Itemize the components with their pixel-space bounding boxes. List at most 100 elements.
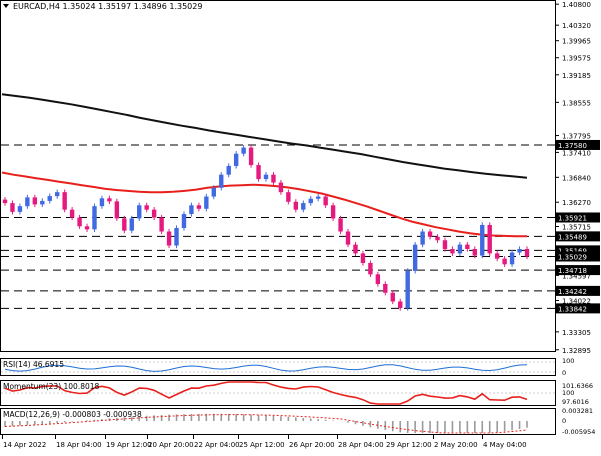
candle[interactable]: [263, 172, 269, 182]
candle[interactable]: [129, 215, 134, 234]
candle[interactable]: [137, 202, 142, 222]
candle[interactable]: [166, 228, 172, 249]
candle[interactable]: [390, 290, 395, 305]
candle[interactable]: [181, 211, 187, 231]
candle[interactable]: [233, 151, 239, 169]
time-axis-label: 2 May 20:00: [434, 441, 478, 449]
candle[interactable]: [99, 195, 105, 209]
momentum-axis-label: 101.6366: [562, 382, 593, 390]
candle[interactable]: [323, 193, 328, 208]
candle[interactable]: [412, 242, 418, 274]
candle[interactable]: [278, 179, 284, 195]
candle[interactable]: [10, 200, 15, 215]
candle[interactable]: [92, 203, 97, 232]
candle[interactable]: [69, 207, 75, 221]
candle[interactable]: [509, 249, 515, 267]
candle[interactable]: [308, 196, 313, 206]
candle[interactable]: [219, 172, 224, 191]
price-axis-label: 1.39965: [562, 38, 591, 46]
time-axis-label: 29 Apr 12:00: [386, 441, 432, 449]
level-price-box[interactable]: 1.34718: [556, 265, 600, 276]
candle[interactable]: [84, 223, 90, 232]
candle[interactable]: [55, 189, 60, 199]
candle[interactable]: [517, 246, 522, 256]
candle[interactable]: [196, 202, 202, 212]
candle[interactable]: [427, 228, 433, 240]
candle[interactable]: [17, 203, 23, 215]
candle[interactable]: [241, 144, 246, 157]
macd-signal-line[interactable]: [4, 414, 528, 434]
time-axis-label: 25 Apr 12:00: [239, 441, 285, 449]
candle[interactable]: [286, 189, 291, 205]
candle[interactable]: [144, 202, 149, 213]
momentum-line[interactable]: [4, 381, 528, 405]
candle[interactable]: [25, 194, 30, 209]
candle[interactable]: [524, 246, 530, 260]
symbol-ohlc-readout: EURCAD,H4 1.35024 1.35197 1.34896 1.3502…: [13, 2, 202, 11]
level-price-box[interactable]: 1.34242: [556, 285, 600, 296]
candle[interactable]: [122, 215, 127, 234]
candle[interactable]: [457, 242, 463, 257]
candle[interactable]: [465, 242, 470, 252]
candle[interactable]: [368, 260, 373, 277]
candle[interactable]: [383, 281, 388, 296]
candle[interactable]: [420, 228, 425, 248]
candle[interactable]: [32, 194, 38, 208]
candle[interactable]: [114, 198, 120, 222]
candle[interactable]: [226, 163, 231, 178]
level-price-box[interactable]: 1.35029: [556, 251, 600, 262]
candle[interactable]: [450, 246, 455, 257]
candle[interactable]: [398, 298, 403, 311]
candle[interactable]: [62, 189, 67, 213]
candle[interactable]: [47, 193, 52, 204]
macd-axis-label: -0.005954: [562, 428, 595, 436]
candle[interactable]: [40, 198, 45, 208]
candle[interactable]: [353, 242, 358, 257]
candle[interactable]: [107, 195, 112, 204]
price-axis-label: 1.38555: [562, 99, 591, 107]
candle[interactable]: [435, 234, 440, 243]
main-pane-frame: [0, 0, 556, 352]
slow-moving-average-line[interactable]: [1, 93, 528, 179]
level-price-box[interactable]: 1.33842: [556, 303, 600, 314]
candle[interactable]: [487, 222, 492, 257]
level-price-box[interactable]: 1.35169: [556, 245, 600, 256]
level-price-text: 1.34718: [558, 267, 587, 275]
candle[interactable]: [345, 228, 351, 248]
candle[interactable]: [472, 246, 477, 259]
candle[interactable]: [204, 193, 209, 212]
candle[interactable]: [256, 162, 261, 182]
price-axis: 1.40800 1.40320 1.39965 1.39575 1.39185 1.385…: [555, 1, 591, 355]
fast-moving-average-line[interactable]: [1, 171, 527, 238]
candle[interactable]: [189, 202, 194, 217]
candle[interactable]: [330, 202, 336, 222]
candle[interactable]: [301, 200, 306, 213]
level-price-box[interactable]: 1.37580: [556, 139, 600, 150]
candle[interactable]: [248, 144, 254, 168]
candle[interactable]: [494, 250, 500, 262]
candles: [2, 144, 530, 311]
rsi-line[interactable]: [4, 364, 528, 372]
candle[interactable]: [174, 225, 179, 249]
candle[interactable]: [442, 237, 448, 252]
candle[interactable]: [480, 222, 485, 259]
candle[interactable]: [159, 214, 164, 235]
candle[interactable]: [316, 193, 321, 202]
triangle-down-icon[interactable]: [3, 4, 9, 8]
candle[interactable]: [211, 185, 216, 200]
candle[interactable]: [77, 214, 82, 229]
level-price-box[interactable]: 1.35921: [556, 212, 600, 223]
candle[interactable]: [151, 207, 157, 221]
candle[interactable]: [2, 196, 8, 206]
level-price-box[interactable]: 1.35489: [556, 231, 600, 242]
candle[interactable]: [293, 199, 299, 213]
candle[interactable]: [375, 271, 381, 287]
candle[interactable]: [405, 268, 410, 311]
candle[interactable]: [271, 172, 276, 186]
candle[interactable]: [360, 250, 366, 266]
candle[interactable]: [338, 215, 343, 235]
candle[interactable]: [502, 256, 507, 267]
